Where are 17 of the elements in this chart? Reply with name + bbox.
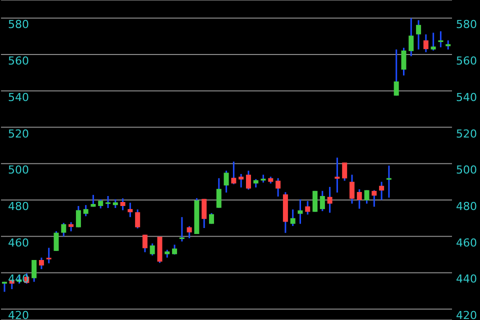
y-tick-label: 480 <box>8 200 29 213</box>
y2-tick-label: 560 <box>456 54 477 68</box>
y-tick-label: 520 <box>8 127 29 140</box>
y2-tick-label: 460 <box>456 236 477 250</box>
y2-tick-label: 580 <box>456 18 477 32</box>
y2-tick-label: 440 <box>456 272 477 286</box>
y-tick-label: 580 <box>8 18 29 32</box>
y-tick-label: 500 <box>8 164 29 177</box>
y-tick-label: 560 <box>8 54 29 68</box>
y-tick-label: 540 <box>8 90 29 104</box>
y2-tick-label: 420 <box>456 309 477 320</box>
y2-tick-label: 540 <box>456 90 477 104</box>
y2-tick-label: 520 <box>456 127 477 140</box>
y2-tick-label: 480 <box>456 200 477 213</box>
y-tick-label: 420 <box>8 309 29 320</box>
y2-tick-label: 500 <box>456 164 477 177</box>
y-tick-label: 460 <box>8 236 29 250</box>
